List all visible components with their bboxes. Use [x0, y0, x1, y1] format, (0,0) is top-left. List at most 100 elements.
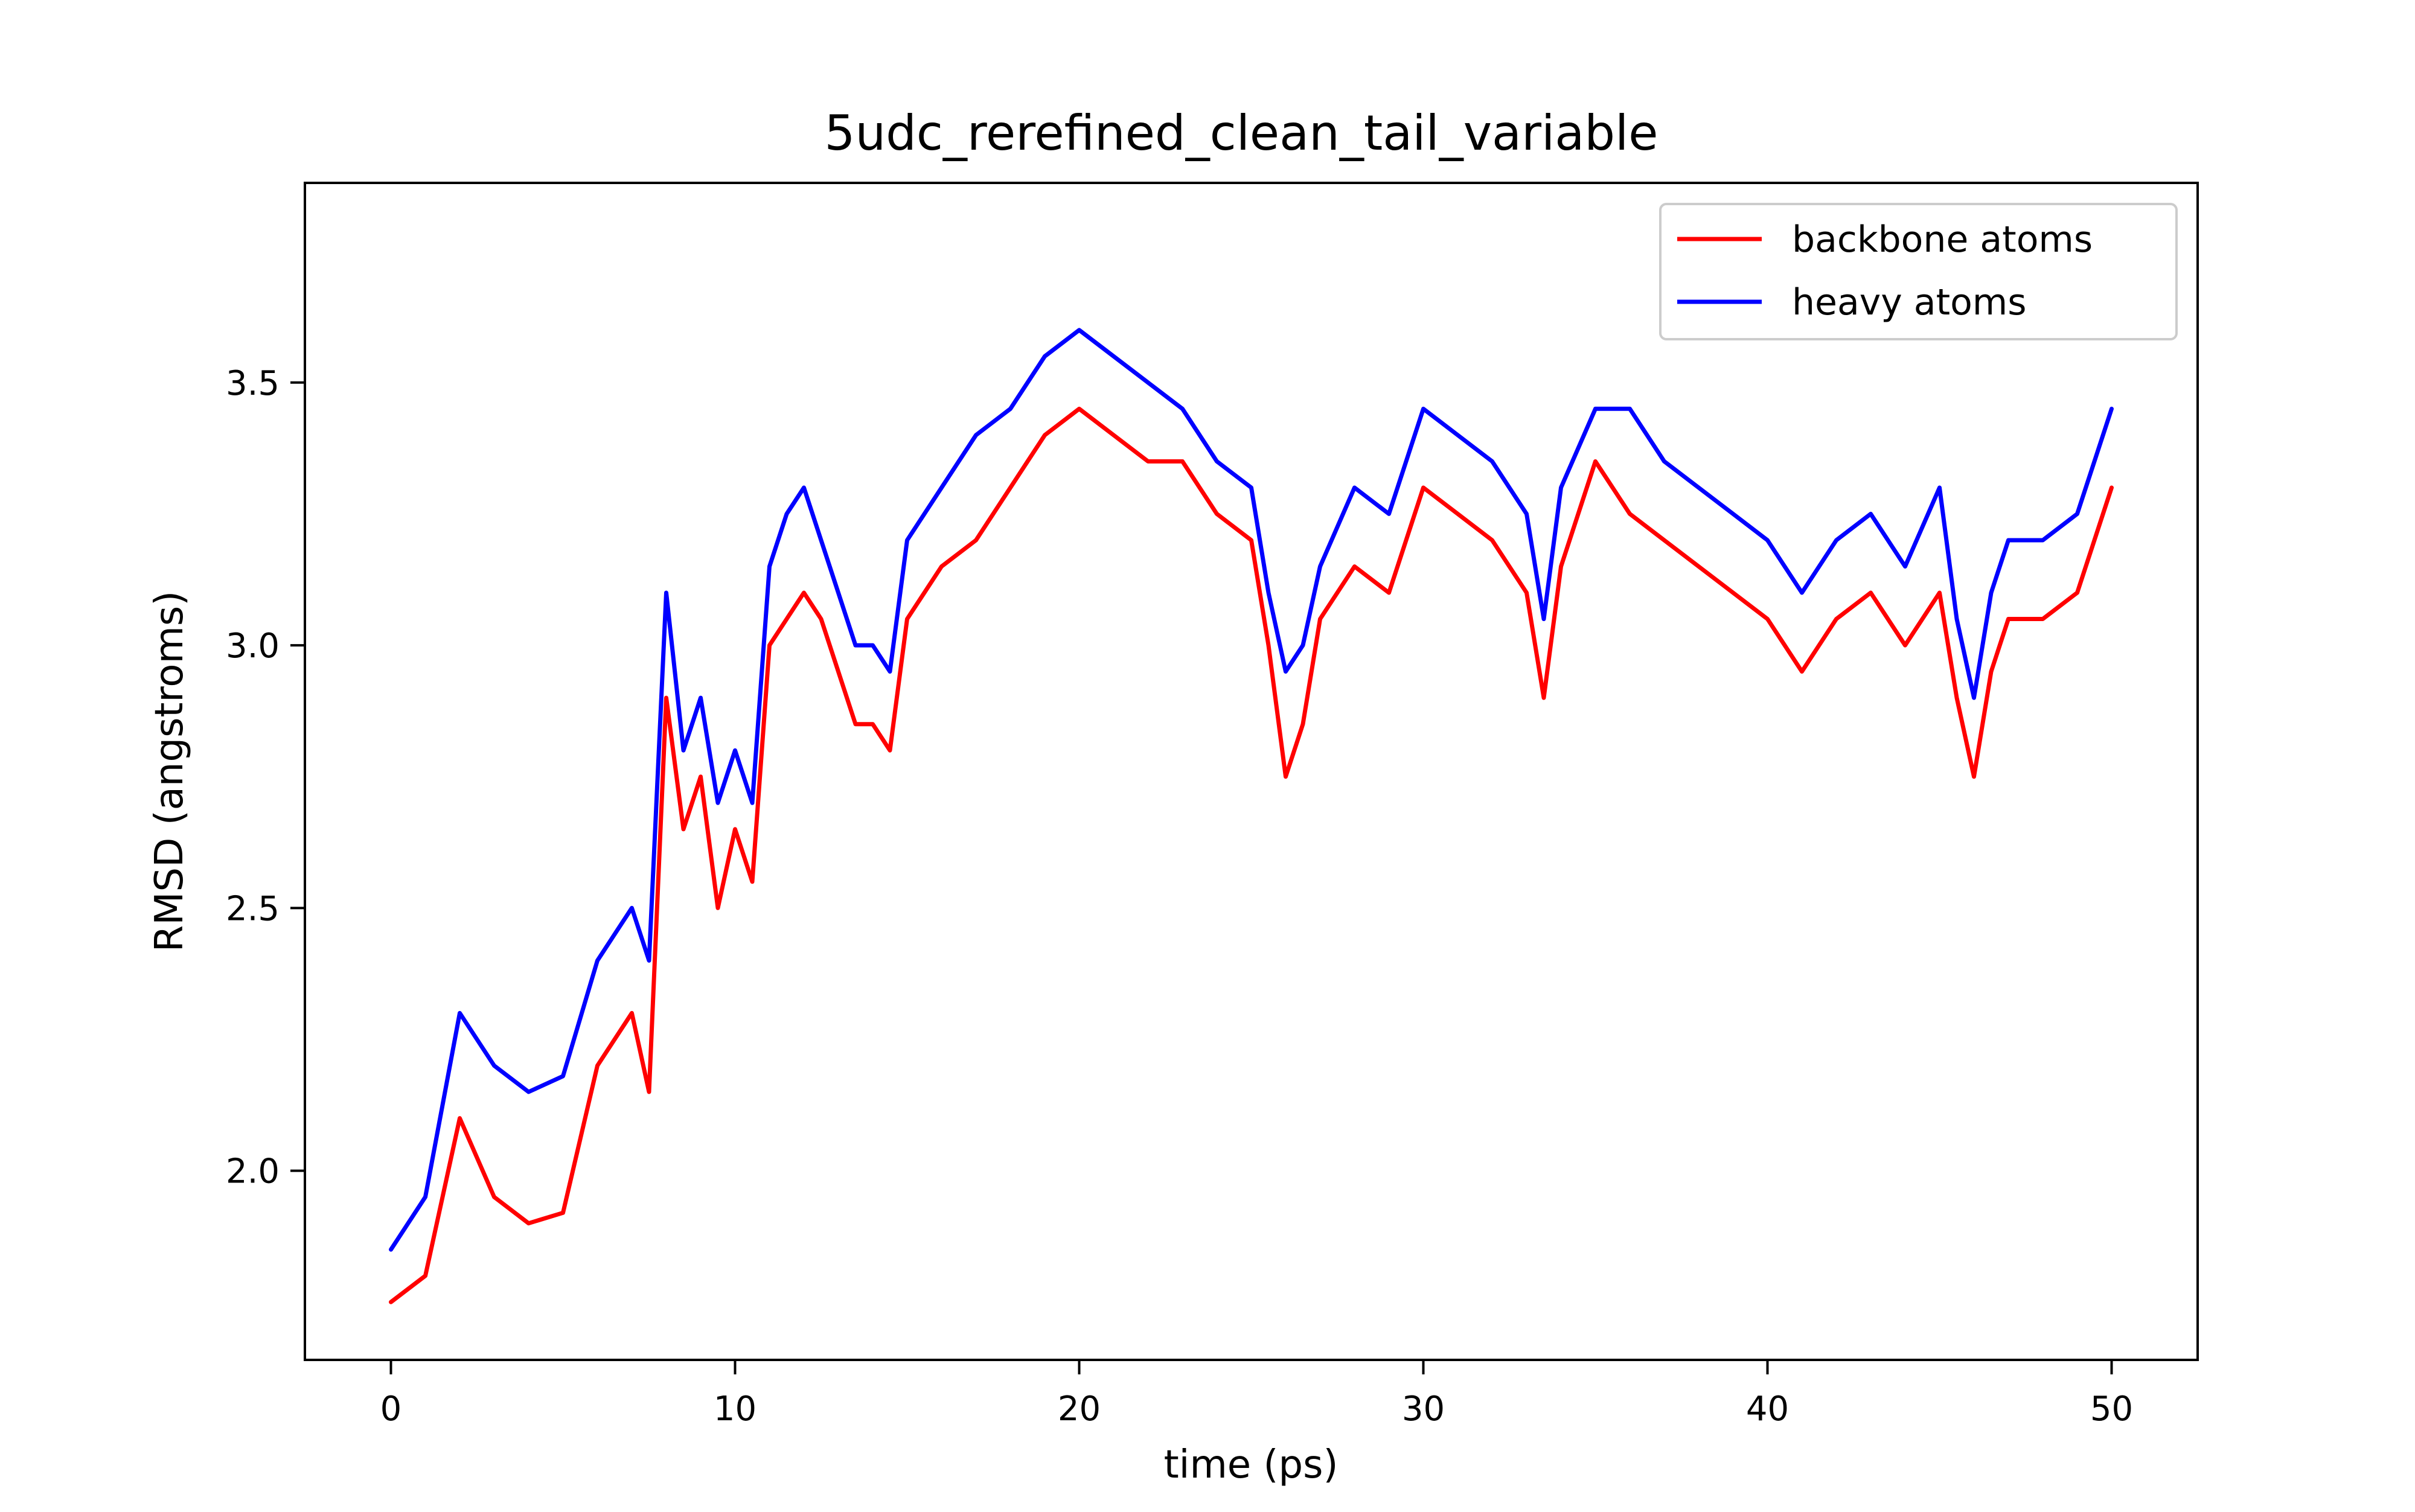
data-point	[389, 1248, 392, 1251]
data-point	[630, 907, 633, 910]
data-point	[458, 1012, 461, 1015]
data-point	[751, 802, 753, 805]
data-point	[458, 1117, 461, 1120]
data-point	[527, 1091, 530, 1094]
data-point	[648, 1091, 650, 1094]
data-point	[1800, 592, 1803, 595]
data-point	[1302, 644, 1304, 647]
x-tick-label: 0	[380, 1389, 402, 1429]
x-tick-label: 30	[1402, 1389, 1445, 1429]
data-point	[717, 802, 719, 805]
data-point	[1147, 381, 1150, 384]
data-point	[1990, 592, 1992, 595]
data-point	[1353, 486, 1356, 489]
data-point	[889, 670, 891, 673]
data-point	[906, 538, 909, 541]
plot-frame	[304, 182, 2199, 1361]
data-point	[1267, 644, 1270, 647]
data-point	[1422, 486, 1425, 489]
legend-label: heavy atoms	[1792, 281, 2027, 324]
data-point	[802, 486, 805, 489]
legend: backbone atoms heavy atoms	[1659, 203, 2178, 340]
data-point	[2076, 512, 2079, 515]
data-point	[2110, 407, 2113, 410]
data-point	[1869, 592, 1872, 595]
data-point	[1387, 512, 1390, 515]
data-point	[974, 538, 977, 541]
data-point	[682, 749, 685, 752]
y-tick-label: 2.5	[226, 889, 280, 928]
data-point	[820, 538, 822, 541]
data-point	[854, 644, 857, 647]
data-point	[1319, 617, 1322, 620]
data-point	[1181, 460, 1184, 463]
data-point	[2076, 592, 2079, 595]
data-point	[1491, 460, 1494, 463]
data-point	[648, 959, 650, 962]
data-point	[1422, 407, 1425, 410]
data-point	[717, 907, 719, 910]
data-point	[940, 486, 943, 489]
data-point	[1112, 355, 1115, 358]
data-point	[1956, 697, 1958, 700]
data-point	[889, 749, 891, 752]
x-axis: 0 10 20 30 40 50	[380, 1360, 2133, 1429]
series-line-backbone-atoms	[389, 406, 2114, 1304]
y-tick-label: 3.0	[226, 627, 280, 666]
data-point	[1543, 697, 1545, 700]
data-point	[1732, 592, 1735, 595]
data-point	[1663, 460, 1666, 463]
data-point	[493, 1064, 496, 1067]
legend-box	[1659, 203, 2178, 340]
data-point	[1990, 670, 1992, 673]
data-point	[596, 959, 599, 962]
data-point	[1284, 670, 1287, 673]
data-point	[682, 828, 685, 831]
data-point	[1267, 592, 1270, 595]
data-point	[906, 617, 909, 620]
data-point	[974, 433, 977, 436]
data-point	[1697, 486, 1700, 489]
data-point	[1628, 512, 1631, 515]
data-point	[2041, 617, 2044, 620]
data-point	[1491, 538, 1494, 541]
x-axis-label: time (ps)	[1164, 1443, 1339, 1487]
y-axis-label: RMSD (angstroms)	[147, 591, 192, 952]
data-point	[596, 1064, 599, 1067]
series-layer	[389, 328, 2114, 1304]
y-tick-label: 3.5	[226, 364, 280, 403]
data-point	[1869, 512, 1872, 515]
data-point	[768, 644, 771, 647]
data-point	[1594, 407, 1597, 410]
data-point	[1904, 644, 1907, 647]
data-point	[1078, 407, 1081, 410]
data-point	[1215, 512, 1218, 515]
data-point	[1766, 538, 1769, 541]
data-point	[1559, 486, 1563, 489]
data-point	[785, 617, 788, 620]
data-point	[1525, 592, 1528, 595]
data-point	[665, 697, 668, 700]
data-point	[1456, 433, 1459, 436]
data-point	[561, 1211, 565, 1214]
data-point	[2110, 486, 2113, 489]
data-point	[699, 697, 702, 700]
data-point	[1972, 775, 1975, 778]
data-point	[1800, 670, 1803, 673]
data-point	[665, 592, 668, 595]
data-point	[940, 565, 943, 568]
data-point	[1628, 407, 1631, 410]
data-point	[1215, 460, 1218, 463]
data-point	[1594, 460, 1597, 463]
data-point	[768, 565, 771, 568]
chart-title: 5udc_rerefined_clean_tail_variable	[825, 105, 1659, 161]
data-point	[1663, 538, 1666, 541]
data-point	[734, 828, 737, 831]
data-point	[1112, 433, 1115, 436]
data-point	[2041, 538, 2044, 541]
data-point	[1009, 486, 1012, 489]
data-point	[734, 749, 737, 752]
data-point	[854, 723, 857, 726]
data-point	[630, 1012, 633, 1015]
